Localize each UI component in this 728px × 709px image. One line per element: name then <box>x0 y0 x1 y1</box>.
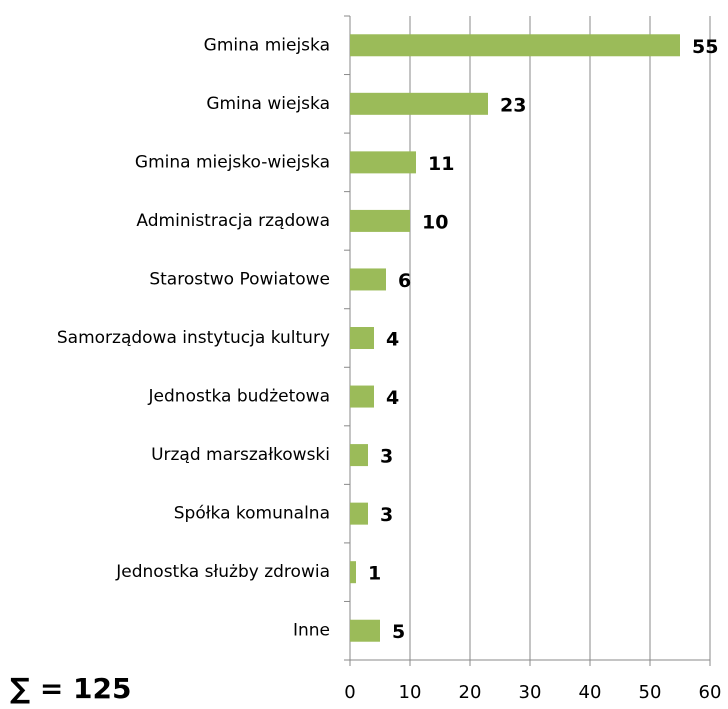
value-label: 4 <box>386 329 399 351</box>
annotation: ∑ = 125 <box>10 672 132 705</box>
x-tick-label: 30 <box>519 682 542 703</box>
bar <box>350 502 368 525</box>
x-tick-label: 60 <box>699 682 722 703</box>
x-tick-label: 20 <box>459 682 482 703</box>
x-tick-label: 40 <box>579 682 602 703</box>
y-tick-label: Jednostka budżetowa <box>148 387 330 407</box>
bar <box>350 619 380 642</box>
y-tick-label: Urząd marszałkowski <box>151 445 330 465</box>
y-tick-label: Samorządowa instytucja kultury <box>57 328 330 348</box>
value-label: 3 <box>380 446 393 468</box>
bar <box>350 268 386 291</box>
value-label: 11 <box>428 153 454 175</box>
y-tick-label: Administracja rządowa <box>136 211 330 231</box>
x-tick-label: 10 <box>399 682 422 703</box>
value-label: 55 <box>692 36 718 58</box>
y-tick-label: Gmina wiejska <box>206 94 330 114</box>
value-label: 3 <box>380 504 393 526</box>
bar <box>350 385 374 408</box>
y-tick-label: Inne <box>293 621 330 641</box>
bar <box>350 151 416 174</box>
value-label: 4 <box>386 387 399 409</box>
value-label: 10 <box>422 211 448 233</box>
bar <box>350 327 374 349</box>
bar <box>350 34 680 57</box>
value-label: 6 <box>398 270 411 292</box>
bar <box>350 209 410 232</box>
y-tick-label: Spółka komunalna <box>174 504 330 524</box>
bar <box>350 561 356 584</box>
x-tick-label: 0 <box>344 682 355 703</box>
bar <box>350 92 488 115</box>
y-tick-label: Gmina miejska <box>204 35 330 55</box>
bar <box>350 444 368 467</box>
value-label: 23 <box>500 94 526 116</box>
y-tick-label: Starostwo Powiatowe <box>149 269 330 289</box>
y-tick-label: Jednostka służby zdrowia <box>115 562 330 582</box>
value-label: 5 <box>392 621 405 643</box>
x-tick-label: 50 <box>639 682 662 703</box>
y-tick-label: Gmina miejsko-wiejska <box>135 152 330 172</box>
value-label: 1 <box>368 563 381 585</box>
